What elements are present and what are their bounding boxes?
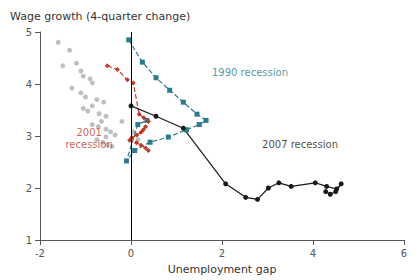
svg-text:4: 4 bbox=[26, 79, 32, 90]
svg-text:-2: -2 bbox=[35, 248, 45, 259]
svg-text:2: 2 bbox=[26, 183, 32, 194]
svg-text:2: 2 bbox=[219, 248, 225, 259]
svg-text:5: 5 bbox=[26, 27, 32, 38]
svg-text:1: 1 bbox=[26, 235, 32, 246]
svg-text:6: 6 bbox=[401, 248, 407, 259]
svg-text:2007 recession: 2007 recession bbox=[262, 139, 338, 150]
svg-text:recession: recession bbox=[65, 139, 112, 150]
svg-text:2001: 2001 bbox=[76, 127, 101, 138]
svg-text:1990 recession: 1990 recession bbox=[212, 67, 288, 78]
svg-text:Wage growth (4-quarter change): Wage growth (4-quarter change) bbox=[10, 10, 190, 23]
svg-text:3: 3 bbox=[26, 131, 32, 142]
svg-text:Unemployment gap: Unemployment gap bbox=[168, 263, 277, 276]
svg-text:4: 4 bbox=[310, 248, 316, 259]
svg-text:0: 0 bbox=[128, 248, 134, 259]
